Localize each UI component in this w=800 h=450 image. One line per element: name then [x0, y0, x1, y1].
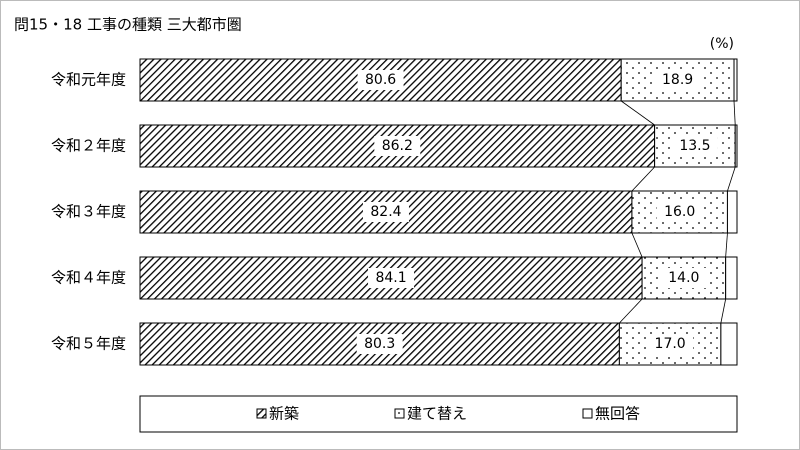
data-label: 86.2: [382, 138, 413, 154]
y-tick-label: 令和５年度: [51, 335, 126, 353]
unit-label: (%): [710, 36, 734, 52]
label-bg: [357, 70, 404, 90]
legend-swatch: [256, 408, 267, 419]
legend-label: 無回答: [595, 405, 640, 423]
bar-segment: [139, 124, 656, 168]
connector-line: [631, 232, 643, 258]
y-tick-label: 令和元年度: [51, 71, 126, 89]
legend-swatch: [582, 408, 593, 419]
label-bg: [647, 334, 694, 354]
label-bg: [374, 136, 421, 156]
legend-label: 建て替え: [407, 405, 467, 423]
data-label: 16.0: [664, 204, 695, 220]
connector-line: [620, 100, 655, 126]
connector-line: [733, 100, 736, 126]
bar-segment: [726, 190, 738, 234]
data-label: 14.0: [668, 270, 699, 286]
data-label: 80.6: [365, 72, 396, 88]
y-tick-label: 令和３年度: [51, 203, 126, 221]
data-label: 18.9: [662, 72, 693, 88]
data-label: 13.5: [679, 138, 710, 154]
legend-swatch: [394, 408, 405, 419]
label-bg: [362, 202, 409, 222]
connector-line: [619, 298, 643, 324]
label-bg: [654, 70, 701, 90]
bar-segment: [733, 58, 738, 102]
connector-line: [631, 166, 655, 192]
bar-segment: [720, 322, 738, 366]
bar-segment: [734, 124, 738, 168]
connector-line: [720, 298, 727, 324]
legend-label: 新築: [269, 405, 299, 423]
label-bg: [656, 202, 703, 222]
bar-segment: [139, 190, 633, 234]
chart-title: 問15・18 工事の種類 三大都市圏: [14, 16, 242, 34]
label-bg: [368, 268, 415, 288]
label-bg: [356, 334, 403, 354]
label-bg: [660, 268, 707, 288]
y-tick-label: 令和４年度: [51, 269, 126, 287]
connector-line: [727, 166, 736, 192]
y-tick-label: 令和２年度: [51, 137, 126, 155]
data-label: 17.0: [655, 336, 686, 352]
label-bg: [671, 136, 718, 156]
data-label: 84.1: [375, 270, 406, 286]
connector-line: [725, 232, 728, 258]
legend-box: [139, 395, 738, 433]
data-label: 80.3: [364, 336, 395, 352]
bar-segment: [725, 256, 738, 300]
data-label: 82.4: [370, 204, 401, 220]
